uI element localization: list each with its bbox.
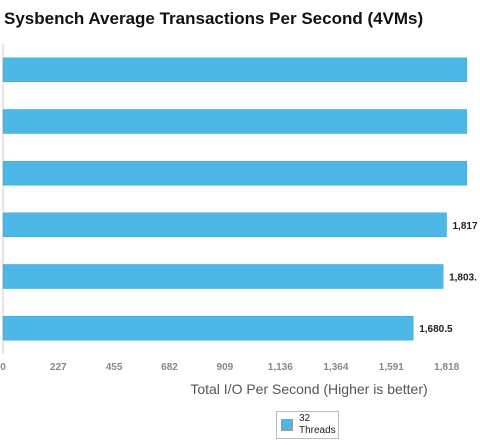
bar-4 (2, 212, 447, 238)
bar-6 (2, 315, 414, 341)
data-label-5: 1,803. (449, 273, 477, 284)
x-tick-label-0: 0 (0, 362, 6, 373)
chart-title: Sysbench Average Transactions Per Second… (4, 9, 424, 28)
legend: 32 Threads (276, 411, 339, 439)
x-tick-label-5: 1,136 (268, 362, 293, 373)
x-tick-label-2: 455 (106, 362, 123, 373)
bar-3 (2, 160, 468, 186)
bar-2 (2, 109, 468, 134)
legend-swatch-32-threads (281, 419, 293, 431)
bar-5 (2, 264, 444, 289)
x-axis-label: Total I/O Per Second (Higher is better) (190, 381, 427, 397)
bar-1 (2, 57, 468, 83)
x-tick-label-3: 682 (161, 362, 178, 373)
x-tick-label-8: 1,818 (434, 362, 459, 373)
x-tick-label-6: 1,364 (323, 362, 348, 373)
data-label-4: 1,817 (453, 221, 478, 232)
data-label-6: 1,680.5 (419, 324, 453, 335)
legend-label: 32 Threads (299, 413, 336, 436)
x-tick-label-1: 227 (50, 362, 67, 373)
x-tick-label-4: 909 (217, 362, 234, 373)
x-tick-label-7: 1,591 (379, 362, 404, 373)
